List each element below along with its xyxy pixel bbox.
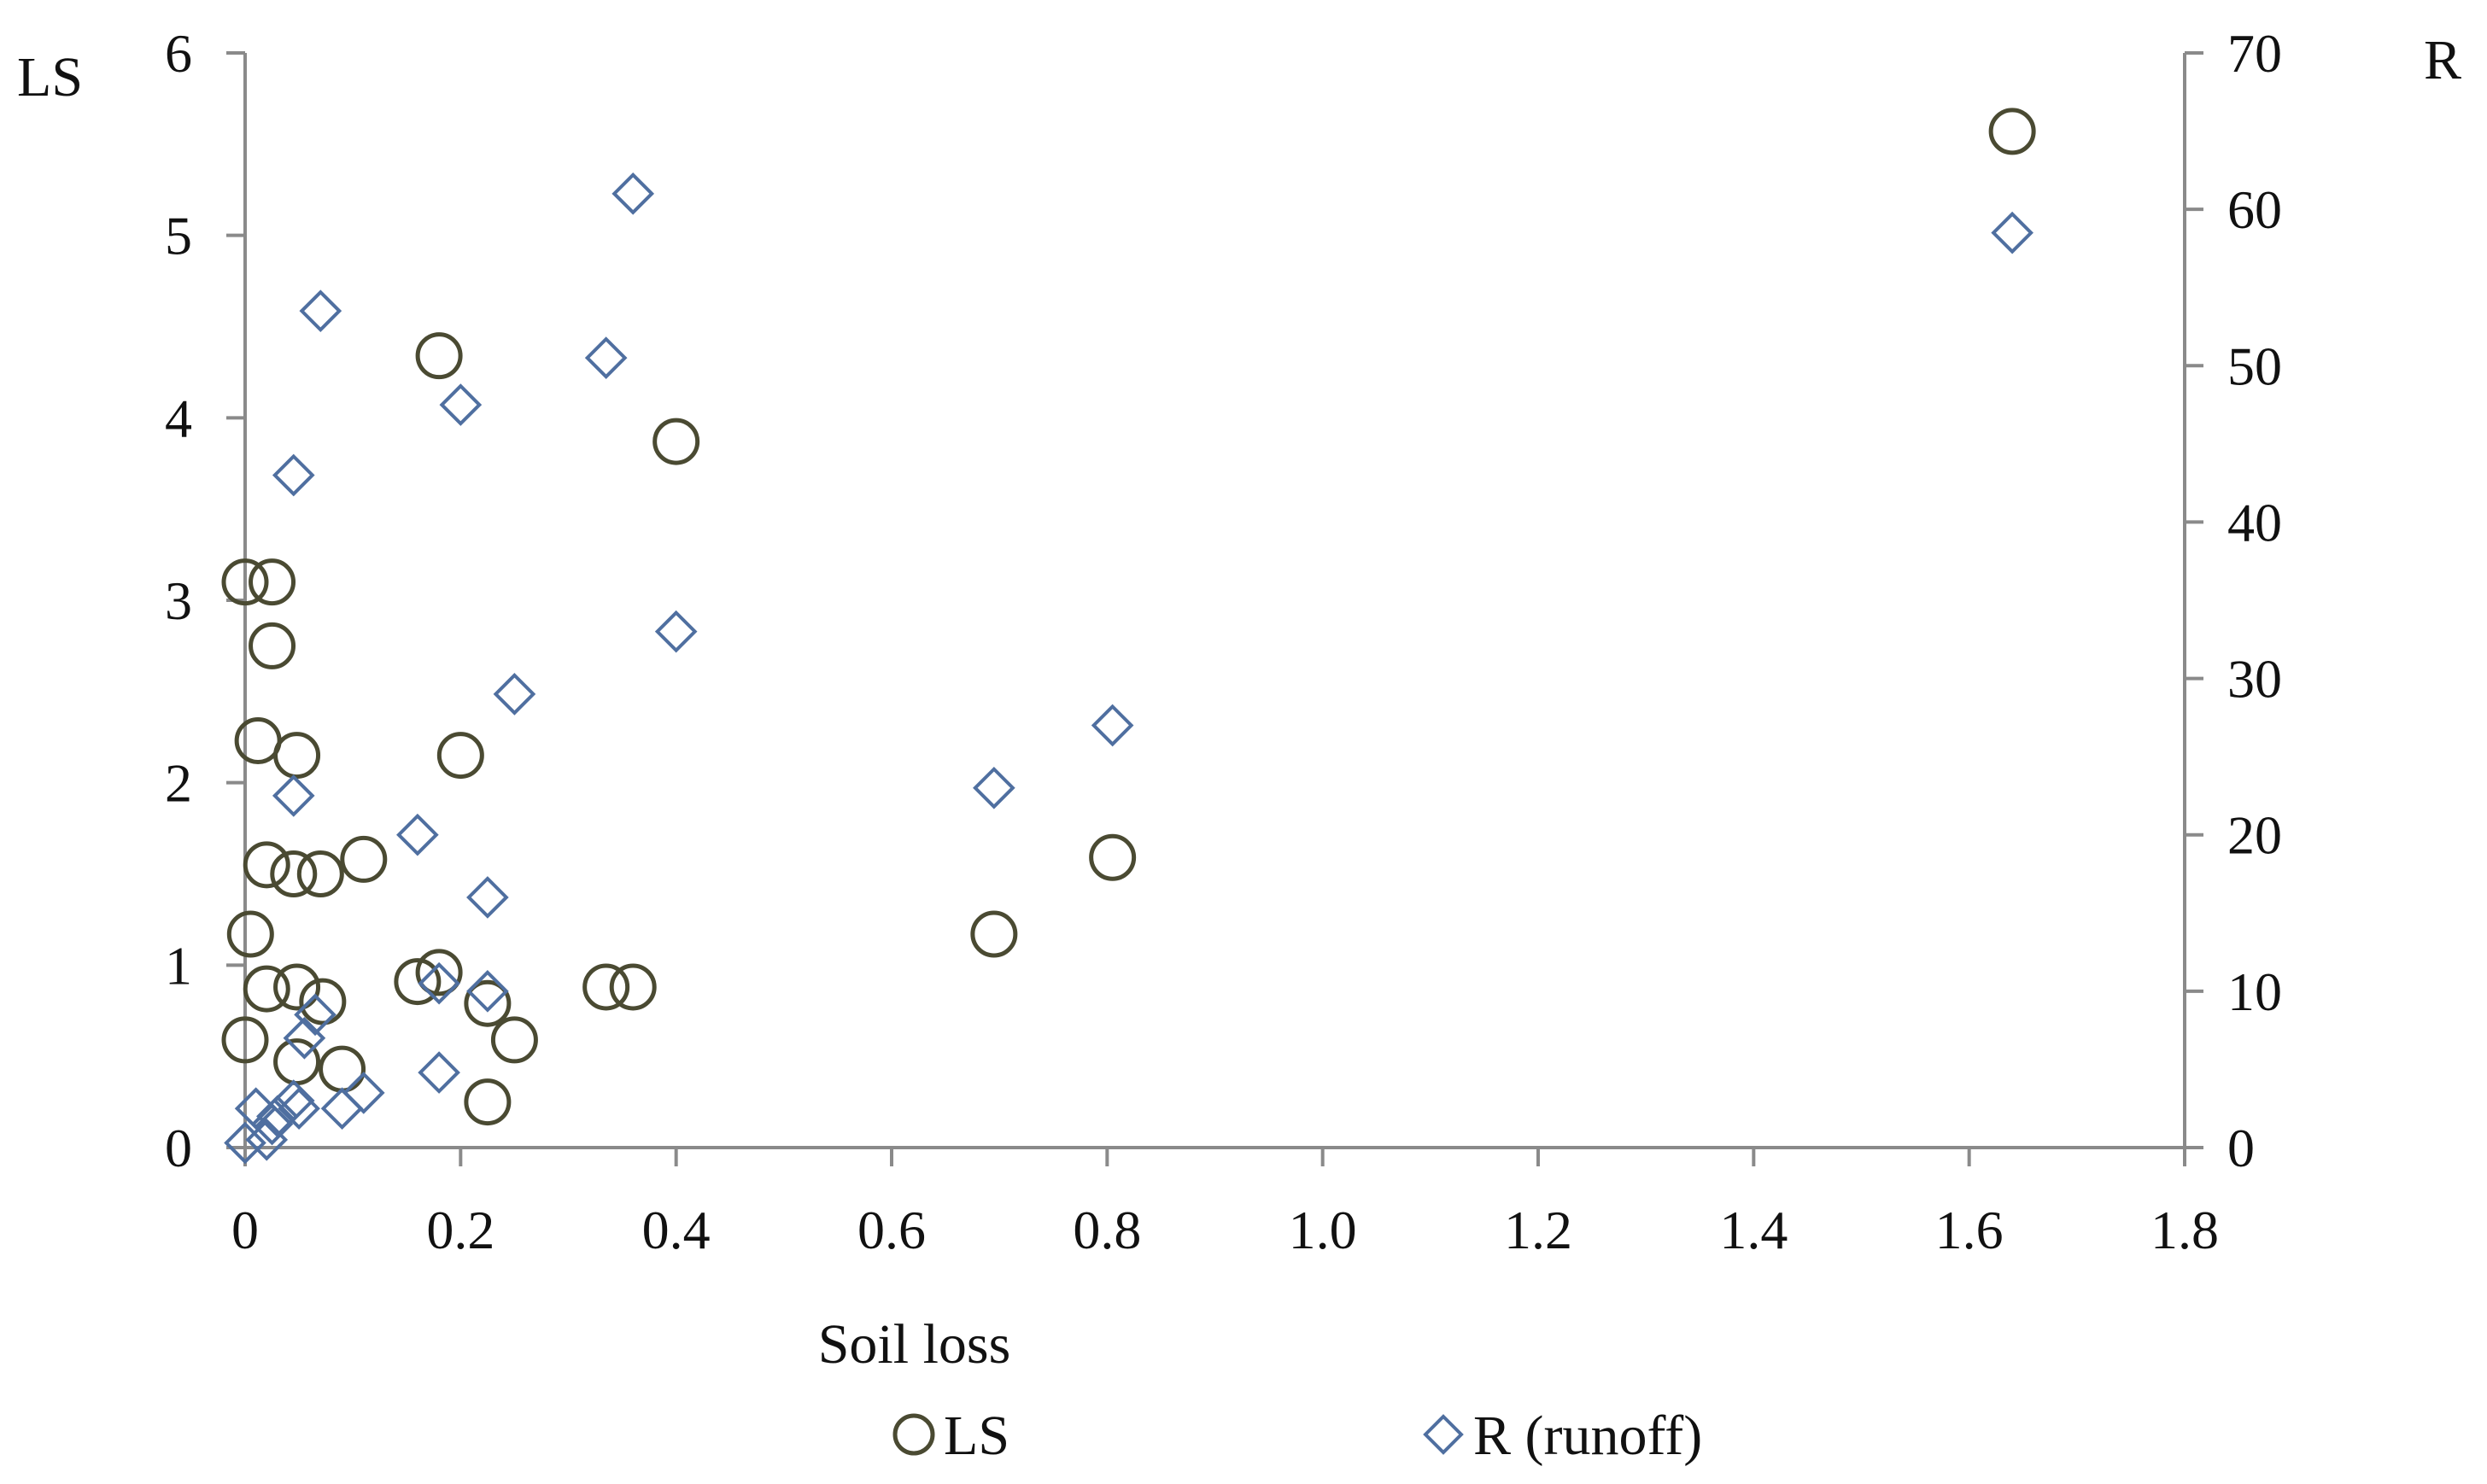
r-runoff-point — [1991, 211, 2033, 254]
r-runoff-point — [256, 1095, 299, 1138]
ls-point — [270, 850, 318, 897]
ls-point — [234, 717, 282, 765]
ls-point — [340, 835, 388, 883]
right-y-tick-label: 70 — [2227, 23, 2282, 84]
left-y-axis-title: LS — [17, 46, 83, 108]
right-y-tick-label: 50 — [2227, 336, 2282, 396]
ls-point — [273, 1038, 321, 1086]
x-tick-label: 1.6 — [1935, 1200, 2004, 1260]
x-tick-label: 1.8 — [2151, 1200, 2219, 1260]
r-runoff-point — [439, 383, 483, 426]
r-runoff-point — [418, 961, 460, 1005]
left-y-tick-label: 3 — [165, 570, 192, 631]
ls-point — [464, 1078, 512, 1126]
x-tick-label: 0.8 — [1073, 1200, 1141, 1260]
ls-point — [319, 1045, 366, 1093]
ls-point — [299, 978, 347, 1025]
left-y-tick-label: 1 — [165, 935, 192, 996]
ls-point — [296, 850, 344, 897]
r-runoff-point — [299, 289, 342, 333]
r-runoff-point — [272, 774, 315, 817]
ls-point — [226, 910, 274, 958]
r-runoff-point — [466, 876, 509, 919]
right-y-tick-label: 10 — [2227, 961, 2282, 1022]
legend-r-diamond-marker — [1423, 1414, 1464, 1455]
right-y-axis-title: R — [2424, 29, 2461, 91]
ls-point — [221, 558, 269, 606]
ls-point — [249, 558, 296, 606]
ls-point — [1988, 108, 2036, 155]
r-runoff-point — [272, 1079, 315, 1122]
x-tick-label: 1.2 — [1504, 1200, 1572, 1260]
r-runoff-point — [342, 1072, 385, 1114]
x-tick-label: 1.0 — [1289, 1200, 1357, 1260]
ls-point — [394, 958, 442, 1006]
x-tick-label: 0.2 — [426, 1200, 494, 1260]
left-y-axis-ticks: 0 1 2 3 4 5 6 — [165, 23, 245, 1178]
right-y-tick-label: 0 — [2227, 1118, 2255, 1178]
left-y-tick-label: 0 — [165, 1118, 192, 1178]
legend-ls-circle-marker — [892, 1413, 935, 1456]
ls-point — [243, 841, 290, 889]
ls-point — [490, 1016, 538, 1064]
x-tick-label: 0.6 — [857, 1200, 926, 1260]
ls-point — [609, 963, 657, 1011]
ls-point — [243, 965, 290, 1013]
x-tick-label: 0 — [231, 1200, 259, 1260]
right-y-tick-label: 40 — [2227, 492, 2282, 552]
x-axis-title: Soil loss — [818, 1313, 1011, 1376]
r-runoff-point — [294, 993, 336, 1037]
ls-point — [415, 332, 463, 380]
right-y-tick-label: 20 — [2227, 805, 2282, 866]
ls-point — [1089, 833, 1137, 881]
r-runoff-point — [1091, 704, 1134, 747]
r-runoff-point — [654, 610, 698, 653]
ls-point — [415, 949, 463, 996]
r-runoff-point — [973, 766, 1015, 809]
ls-point — [582, 963, 630, 1011]
ls-point — [436, 732, 484, 780]
ls-point — [273, 963, 321, 1011]
right-y-tick-label: 60 — [2227, 179, 2282, 240]
r-runoff-point — [396, 813, 439, 856]
ls-point — [273, 732, 321, 780]
ls-point — [221, 1016, 269, 1064]
series-ls — [221, 108, 2036, 1126]
ls-point — [652, 418, 700, 465]
left-y-tick-label: 4 — [165, 388, 192, 448]
axes-layer: 0 0.2 0.4 0.6 0.8 1.0 1.2 1.4 1.6 1.8 0 1 2 3 4 5 6 0 10… — [165, 23, 2282, 1260]
ls-point — [464, 979, 512, 1027]
r-runoff-point — [320, 1087, 364, 1131]
ls-point — [249, 622, 296, 669]
r-runoff-point — [272, 453, 315, 497]
series-r-runoff — [224, 172, 2033, 1165]
r-runoff-point — [612, 172, 655, 215]
left-y-tick-label: 2 — [165, 753, 192, 814]
x-tick-label: 0.4 — [642, 1200, 711, 1260]
left-y-tick-label: 5 — [165, 206, 192, 266]
r-runoff-point — [493, 673, 536, 716]
x-tick-label: 1.4 — [1719, 1200, 1788, 1260]
legend-r-label: R (runoff) — [1473, 1405, 1702, 1467]
left-y-tick-label: 6 — [165, 23, 192, 84]
r-runoff-point — [418, 1051, 460, 1094]
legend-ls-label: LS — [944, 1405, 1009, 1467]
r-runoff-point — [224, 1121, 266, 1165]
right-y-tick-label: 30 — [2227, 649, 2282, 710]
right-y-axis-ticks: 0 10 20 30 40 50 60 70 — [2185, 23, 2282, 1178]
r-runoff-point — [466, 970, 509, 1013]
r-runoff-point — [584, 336, 628, 379]
r-runoff-point — [278, 1087, 320, 1131]
legend: LS R (runoff) — [892, 1405, 1702, 1467]
x-axis-ticks: 0 0.2 0.4 0.6 0.8 1.0 1.2 1.4 1.6 1.8 — [231, 1148, 2219, 1260]
ls-point — [970, 910, 1018, 958]
